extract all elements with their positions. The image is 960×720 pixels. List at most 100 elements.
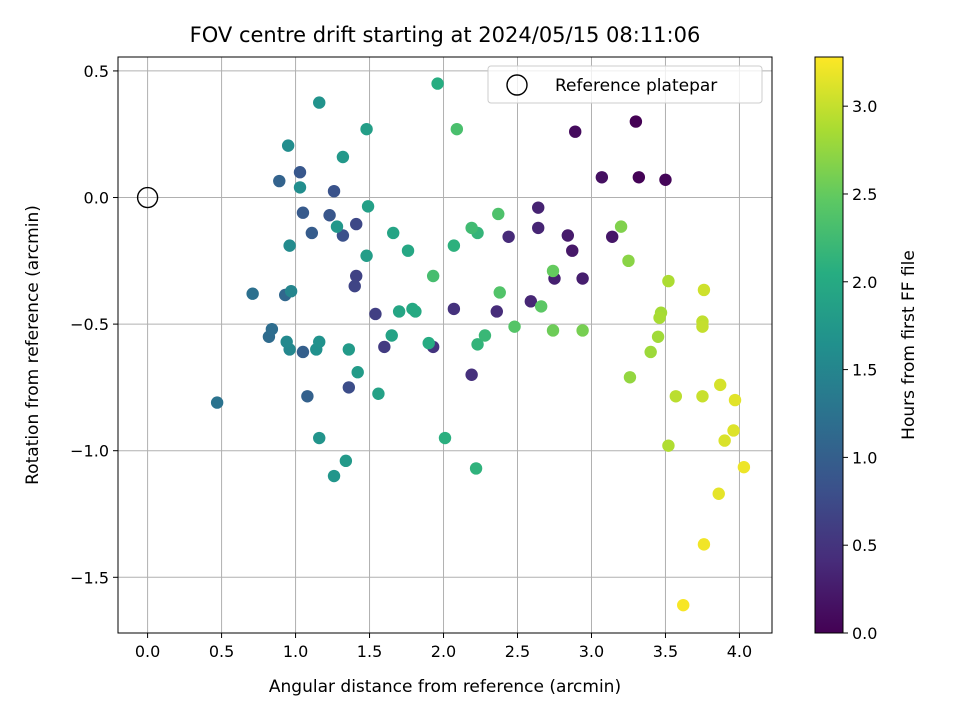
colorbar-tick-label: 2.0	[852, 273, 877, 292]
data-point	[490, 305, 503, 318]
legend-box	[487, 65, 763, 104]
data-point	[662, 274, 675, 288]
data-point	[301, 390, 314, 403]
x-tick-label: 1.0	[283, 642, 308, 661]
data-point	[450, 122, 464, 136]
data-point	[478, 329, 492, 342]
data-point	[392, 305, 406, 318]
data-point	[714, 378, 727, 392]
data-point	[561, 229, 575, 242]
data-point	[508, 320, 521, 333]
data-point	[342, 343, 356, 356]
data-point	[697, 538, 711, 551]
data-point	[576, 272, 589, 285]
data-point	[293, 181, 307, 194]
data-point	[622, 254, 635, 268]
data-point	[273, 174, 286, 188]
data-point	[387, 226, 400, 240]
data-point	[659, 173, 672, 186]
data-point	[492, 207, 505, 221]
data-point	[438, 431, 452, 445]
data-point	[546, 324, 560, 337]
y-axis-label: Rotation from reference (arcmin)	[23, 205, 43, 485]
plot-frame	[117, 56, 773, 634]
data-point	[246, 287, 259, 300]
data-point	[662, 439, 675, 452]
legend: Reference platepar	[487, 65, 763, 104]
data-point	[595, 171, 609, 184]
data-point	[532, 221, 545, 235]
data-point	[296, 206, 310, 219]
data-point	[426, 269, 440, 283]
x-tick-label: 4.0	[727, 642, 752, 661]
y-tick-label: −0.5	[70, 315, 109, 334]
data-point	[342, 381, 356, 394]
data-point	[305, 226, 319, 240]
legend-reference-marker	[506, 74, 528, 96]
data-point	[336, 150, 350, 164]
data-point	[378, 340, 391, 354]
colorbar-tick-label: 0.5	[852, 536, 877, 555]
data-point	[360, 122, 373, 136]
data-point	[696, 320, 709, 333]
y-tick-label: −1.5	[70, 568, 109, 587]
data-point	[651, 330, 665, 343]
y-tick-label: −1.0	[70, 442, 109, 461]
colorbar-tick-label: 0.0	[852, 624, 877, 643]
data-point	[728, 393, 742, 407]
x-tick-label: 3.5	[653, 642, 678, 661]
data-point	[351, 366, 364, 379]
data-point	[369, 307, 382, 321]
data-point	[422, 336, 435, 350]
data-point	[697, 283, 711, 297]
x-tick-label: 0.0	[135, 642, 160, 661]
y-tick-label: 0.5	[84, 62, 109, 81]
x-tick-label: 1.5	[357, 642, 382, 661]
data-point	[534, 300, 548, 313]
data-point	[696, 390, 709, 403]
data-point	[727, 424, 740, 437]
data-point	[465, 368, 478, 381]
data-point	[385, 329, 398, 342]
data-point	[431, 77, 444, 90]
x-tick-label: 2.0	[431, 642, 456, 661]
data-point	[327, 184, 341, 198]
data-point	[629, 115, 643, 128]
data-point	[644, 345, 657, 359]
y-tick-label: 0.0	[84, 189, 109, 208]
data-point	[350, 217, 363, 231]
colorbar-tick-label: 1.0	[852, 448, 877, 467]
data-point	[409, 305, 422, 318]
data-points	[210, 77, 751, 612]
data-point	[502, 230, 515, 243]
data-point	[566, 244, 579, 257]
data-point	[280, 335, 293, 349]
data-point	[210, 396, 224, 409]
data-point	[330, 220, 344, 233]
reference-marker	[136, 186, 159, 209]
data-point	[493, 286, 506, 299]
data-point	[361, 200, 375, 213]
chart-title: FOV centre drift starting at 2024/05/15 …	[190, 23, 701, 47]
grid	[118, 57, 772, 633]
data-point	[339, 454, 353, 468]
data-point	[524, 295, 538, 308]
x-tick-label: 3.0	[579, 642, 604, 661]
data-point	[546, 264, 560, 278]
data-point	[469, 462, 483, 475]
data-point	[360, 249, 373, 262]
data-point	[313, 96, 326, 109]
x-axis-label: Angular distance from reference (arcmin)	[269, 677, 621, 697]
data-point	[447, 302, 461, 316]
data-point	[569, 125, 582, 138]
y-axis-ticks: 0.5 0.0 −0.5 −1.0 −1.5	[70, 62, 118, 587]
data-point	[576, 324, 589, 337]
data-point	[293, 166, 307, 179]
data-point	[401, 244, 415, 257]
colorbar-tick-label: 1.5	[852, 361, 877, 380]
colorbar	[814, 56, 844, 634]
x-tick-label: 2.5	[505, 642, 530, 661]
data-point	[296, 345, 310, 359]
data-point	[471, 338, 484, 351]
data-point	[623, 371, 637, 384]
